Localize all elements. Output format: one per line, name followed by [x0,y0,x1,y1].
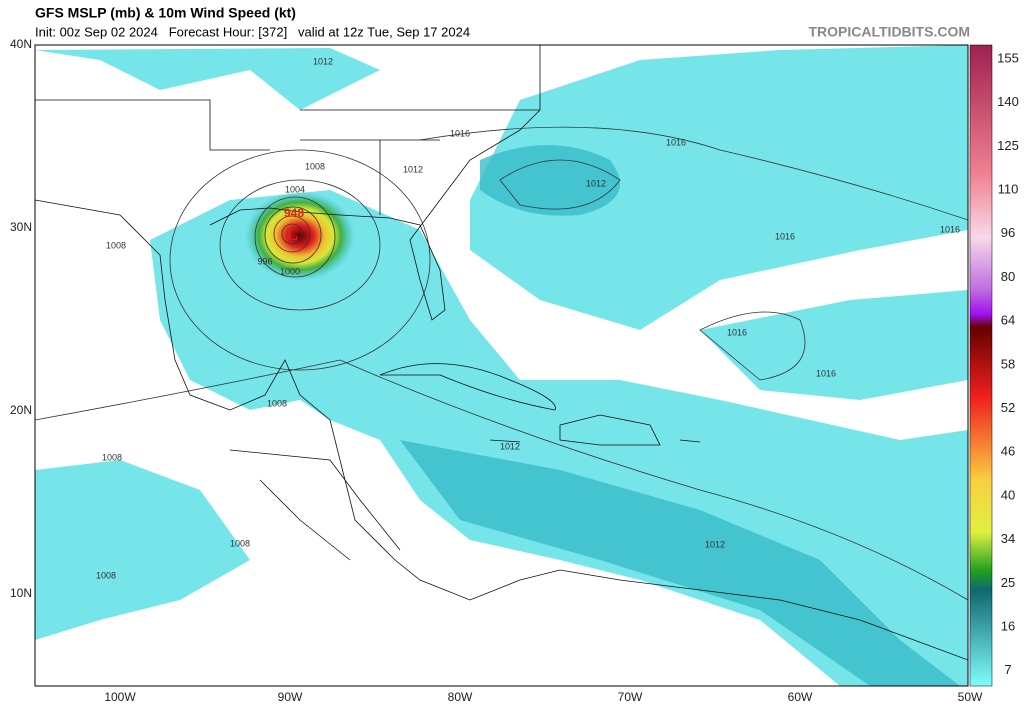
lon-label: 60W [788,690,813,704]
lon-label: 100W [104,690,136,704]
isobar-label: 1016 [727,327,747,337]
wind-shading [700,290,968,400]
lat-label: 30N [10,220,32,234]
wind-shading [35,48,380,110]
isobar-label: 1016 [940,224,960,234]
map-area [35,45,968,686]
isobar-label: 948 [284,206,304,220]
isobar-label: 1000 [280,266,300,276]
lon-label: 50W [958,690,983,704]
isobar-label: L [286,224,298,244]
isobar-label: 1012 [313,56,333,66]
isobar-label: 996 [257,256,272,266]
isobar-label: 1012 [500,441,520,451]
map-frame [34,44,969,687]
colorbar-label: 110 [998,182,1019,197]
isobar-label: 1012 [586,178,606,188]
isobar-label: 1016 [450,128,470,138]
wind-shading [480,145,620,216]
colorbar-label: 140 [997,94,1019,109]
wind-shading [400,440,960,686]
lat-label: 20N [10,403,32,417]
isobar-label: 1012 [403,164,423,174]
colorbar-label: 58 [1001,356,1015,371]
isobars [35,126,968,601]
isobar-label: 1008 [267,398,287,408]
colorbar-label: 80 [1001,269,1015,284]
colorbar-label: 52 [1001,400,1015,415]
colorbar-label: 96 [1001,225,1015,240]
colorbar-label: 34 [1001,531,1015,546]
isobar-label: 1008 [96,570,116,580]
isobar-label: 1016 [666,137,686,147]
lon-label: 80W [448,690,473,704]
colorbar-label: 64 [1001,313,1015,328]
site-name: TROPICALTIDBITS.COM [808,24,970,40]
wind-shading [470,45,968,330]
isobar-label: 1016 [816,368,836,378]
wind-shading [35,460,250,640]
lon-label: 90W [278,690,303,704]
lat-label: 40N [10,37,32,51]
isobar-label: 1008 [106,240,126,250]
colorbar-label: 40 [1001,487,1015,502]
subtitle: Init: 00z Sep 02 2024 Forecast Hour: [37… [35,24,470,39]
isobar-label: 1004 [285,184,305,194]
colorbar-label: 7 [1004,662,1011,677]
colorbar-label: 16 [1001,619,1015,634]
isobar-label: 1008 [230,538,250,548]
isobar-label: 1008 [102,452,122,462]
isobar-label: 1012 [705,539,725,549]
coastlines [35,45,968,661]
lat-label: 10N [10,586,32,600]
colorbar-label: 125 [997,138,1019,153]
isobar-label: 1008 [305,161,325,171]
lon-label: 70W [618,690,643,704]
title: GFS MSLP (mb) & 10m Wind Speed (kt) [35,5,296,21]
colorbar [969,44,993,687]
colorbar-label: 46 [1001,444,1015,459]
colorbar-label: 25 [1001,575,1015,590]
colorbar-label: 155 [997,50,1019,65]
isobar-label: 1016 [775,231,795,241]
